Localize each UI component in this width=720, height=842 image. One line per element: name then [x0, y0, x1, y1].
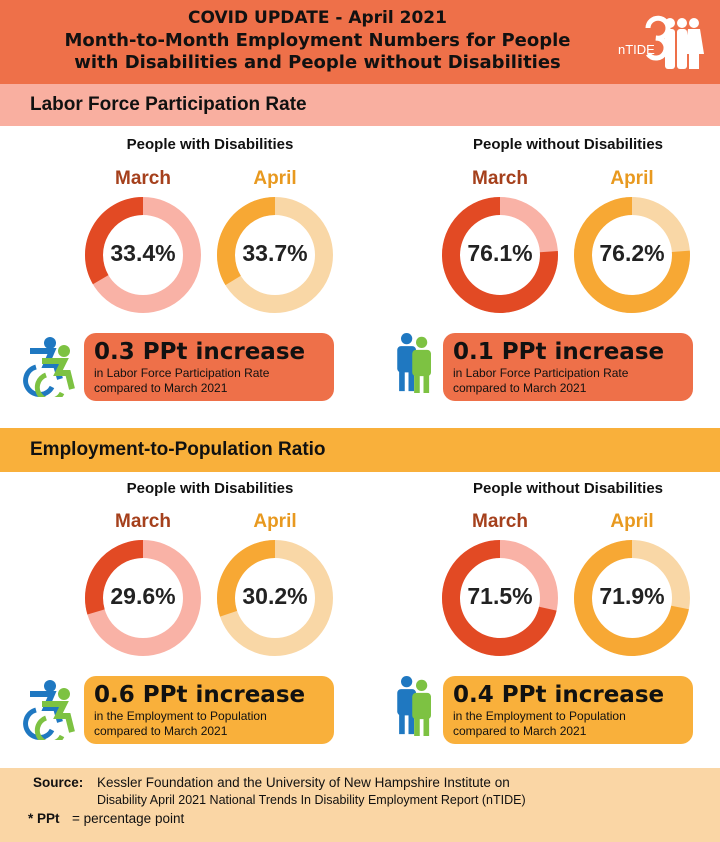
- ppt-definition: = percentage point: [72, 811, 185, 826]
- march-value: 29.6%: [110, 583, 176, 609]
- march-donut-arc: [85, 197, 144, 285]
- ppt-label: * PPt: [28, 811, 60, 826]
- april-label: April: [610, 168, 654, 189]
- source-line1: Kessler Foundation and the University of…: [97, 775, 510, 790]
- header: COVID UPDATE - April 2021 Month-to-Month…: [0, 0, 720, 84]
- april-label: April: [253, 168, 297, 189]
- group-label: People without Disabilities: [472, 480, 664, 497]
- change-note-line2: compared to March 2021: [453, 724, 587, 738]
- april-label: April: [610, 511, 654, 532]
- march-label: March: [115, 168, 171, 189]
- accessible-wheelchair-icon: [23, 337, 75, 397]
- change-note-line2: compared to March 2021: [94, 724, 228, 738]
- header-title-line2: Month-to-Month Employment Numbers for Pe…: [64, 30, 571, 51]
- march-value: 71.5%: [467, 583, 533, 609]
- footer: Source: Kessler Foundation and the Unive…: [0, 768, 720, 842]
- accessible-wheelchair-icon: [23, 680, 75, 740]
- change-callout: 0.3 PPt increase in Labor Force Particip…: [84, 333, 334, 401]
- change-value: 0.1 PPt increase: [453, 339, 665, 365]
- header-title-line3: with Disabilities and People without Dis…: [74, 52, 561, 73]
- section-band-epr: Employment-to-Population Ratio: [0, 428, 720, 472]
- change-note-line1: in Labor Force Participation Rate: [94, 366, 270, 380]
- april-value: 71.9%: [599, 583, 665, 609]
- group-label: People with Disabilities: [126, 480, 294, 497]
- change-note-line1: in the Employment to Population: [453, 709, 626, 723]
- change-value: 0.4 PPt increase: [453, 682, 665, 708]
- group-label: People with Disabilities: [126, 136, 294, 153]
- two-people-icon: [397, 676, 431, 736]
- source-line2: Disability April 2021 National Trends In…: [97, 793, 526, 807]
- march-label: March: [472, 511, 528, 532]
- source-label: Source:: [33, 775, 84, 790]
- change-note-line2: compared to March 2021: [453, 381, 587, 395]
- change-value: 0.3 PPt increase: [94, 339, 306, 365]
- april-value: 30.2%: [242, 583, 308, 609]
- march-label: March: [115, 511, 171, 532]
- march-donut-arc: [85, 540, 144, 615]
- ntide-logo: nTIDE: [618, 15, 704, 69]
- april-label: April: [253, 511, 297, 532]
- change-callout: 0.1 PPt increase in Labor Force Particip…: [443, 333, 693, 401]
- april-donut-arc: [217, 540, 276, 617]
- april-donut-arc: [574, 197, 690, 313]
- change-callout: 0.6 PPt increase in the Employment to Po…: [84, 676, 334, 744]
- change-note-line1: in Labor Force Participation Rate: [453, 366, 629, 380]
- march-value: 33.4%: [110, 240, 176, 266]
- april-donut-arc: [574, 540, 689, 656]
- april-donut-arc: [217, 197, 276, 286]
- march-label: March: [472, 168, 528, 189]
- march-donut-arc: [442, 540, 557, 656]
- march-value: 76.1%: [467, 240, 533, 266]
- april-value: 76.2%: [599, 240, 665, 266]
- two-people-icon: [397, 333, 431, 393]
- change-note-line2: compared to March 2021: [94, 381, 228, 395]
- march-donut-arc: [442, 197, 558, 313]
- svg-text:nTIDE: nTIDE: [618, 42, 655, 57]
- group-label: People without Disabilities: [472, 136, 664, 153]
- change-note-line1: in the Employment to Population: [94, 709, 267, 723]
- change-value: 0.6 PPt increase: [94, 682, 306, 708]
- header-title-line1: COVID UPDATE - April 2021: [188, 8, 447, 28]
- april-value: 33.7%: [242, 240, 308, 266]
- change-callout: 0.4 PPt increase in the Employment to Po…: [443, 676, 693, 744]
- section-band-lfpr: Labor Force Participation Rate: [0, 84, 720, 126]
